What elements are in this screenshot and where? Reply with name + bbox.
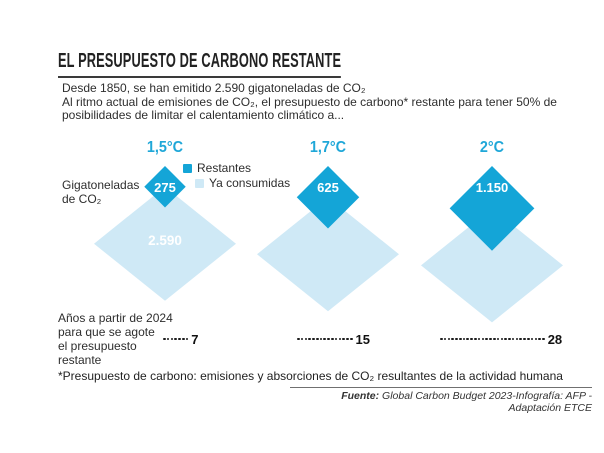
dot [515, 337, 519, 341]
dot [174, 337, 177, 341]
years-axis-label: Años a partir de 2024 para que se agote … [58, 311, 173, 367]
dot [526, 337, 530, 341]
dot [327, 337, 330, 341]
years-number-1-5: 7 [191, 331, 199, 347]
remaining-value-1-5: 275 [154, 180, 176, 195]
dot [331, 337, 334, 341]
dot [496, 337, 500, 341]
dot [297, 337, 300, 341]
legend-swatch-ya-consumidas [195, 178, 204, 188]
dot [300, 337, 304, 341]
dot [170, 337, 174, 341]
dot [474, 337, 477, 341]
dot [504, 337, 507, 341]
consumed-diamond [94, 186, 236, 301]
dot [489, 337, 492, 341]
dot [466, 337, 470, 341]
dot [485, 337, 488, 341]
legend: Restantes Ya consumidas [183, 161, 290, 191]
dot [500, 337, 504, 341]
temp-header-1-7: 1,7°C [309, 139, 347, 156]
dot [523, 337, 526, 341]
page-title: EL PRESUPUESTO DE CARBONO RESTANTE [58, 50, 342, 78]
dot [508, 337, 511, 341]
dot [166, 337, 170, 341]
dot [534, 337, 538, 341]
dot [511, 337, 515, 341]
footnote: *Presupuesto de carbono: emisiones y abs… [58, 369, 563, 383]
years-row-2: 28 [440, 331, 563, 347]
years-row-1-7: 15 [297, 331, 370, 347]
dot [462, 337, 466, 341]
dot [178, 337, 181, 341]
dot [542, 337, 545, 341]
dot [342, 337, 345, 341]
consumed-value: 2.590 [148, 233, 182, 248]
consumed-diamond [257, 197, 399, 312]
dot [477, 337, 481, 341]
years-number-2: 28 [547, 331, 563, 347]
legend-item-ya-consumidas: Ya consumidas [195, 176, 290, 190]
dot [346, 337, 349, 341]
dot [492, 337, 496, 341]
dot [530, 337, 534, 341]
timeline-dots [440, 337, 545, 341]
dot [451, 337, 454, 341]
dot [308, 337, 311, 341]
dot [304, 337, 308, 341]
dot [334, 337, 338, 341]
dot [458, 337, 462, 341]
dot [185, 337, 189, 341]
remaining-diamond [144, 166, 186, 208]
dot [315, 337, 319, 341]
remaining-diamond [449, 166, 535, 251]
timeline-dots [163, 337, 189, 341]
source-line: Fuente: Global Carbon Budget 2023-Infogr… [290, 387, 592, 414]
timeline-dots [297, 337, 353, 341]
years-row-1-5: 7 [163, 331, 199, 347]
dot [481, 337, 485, 341]
dot [455, 337, 458, 341]
source-text: Global Carbon Budget 2023-Infografía: AF… [379, 390, 592, 414]
dot [519, 337, 522, 341]
intro-text: Desde 1850, se han emitido 2.590 gigaton… [62, 81, 577, 123]
dot [447, 337, 451, 341]
page-title-wrap: EL PRESUPUESTO DE CARBONO RESTANTE [58, 50, 500, 78]
source-label: Fuente: [341, 390, 380, 402]
dot [323, 337, 327, 341]
dot [319, 337, 323, 341]
intro-line-1: Desde 1850, se han emitido 2.590 gigaton… [62, 81, 366, 95]
dot [470, 337, 473, 341]
remaining-value-2: 1.150 [475, 180, 509, 195]
remaining-value-1-7: 625 [317, 180, 339, 195]
legend-item-restantes: Restantes [183, 161, 290, 175]
dot [338, 337, 342, 341]
legend-label-ya-consumidas: Ya consumidas [209, 176, 291, 190]
temp-header-2: 2°C [479, 139, 505, 156]
years-number-1-7: 15 [355, 331, 370, 347]
dot [440, 337, 443, 341]
legend-label-restantes: Restantes [197, 161, 252, 175]
remaining-diamond [296, 166, 360, 229]
temp-header-1-5: 1,5°C [146, 139, 184, 156]
dot [349, 337, 353, 341]
dot [538, 337, 541, 341]
dot [312, 337, 315, 341]
legend-swatch-restantes [183, 163, 192, 173]
unit-label: Gigatoneladas de CO₂ [62, 178, 140, 206]
dot [443, 337, 447, 341]
dot [181, 337, 185, 341]
intro-line-rest: Al ritmo actual de emisiones de CO₂, el … [62, 94, 557, 122]
consumed-diamond [421, 208, 563, 323]
dot [163, 337, 166, 341]
